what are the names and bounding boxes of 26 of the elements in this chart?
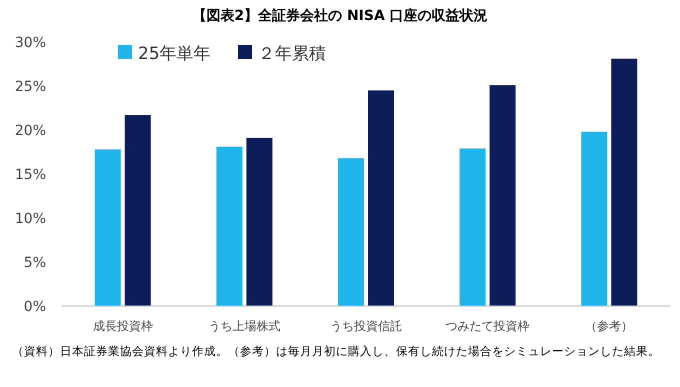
bar [246, 138, 272, 306]
legend-label: ２年累積 [258, 44, 326, 64]
x-tick-label: （参考） [585, 319, 634, 333]
y-tick-label: 5% [24, 255, 46, 271]
bar [460, 148, 486, 306]
y-tick-label: 30% [14, 35, 46, 51]
y-tick-label: 10% [14, 211, 46, 227]
y-tick-label: 25% [14, 79, 46, 95]
legend-label: 25年単年 [138, 44, 211, 64]
bar [581, 132, 608, 306]
chart-title: 【図表2】全証券会社の NISA 口座の収益状況 [192, 7, 488, 24]
x-tick-label: うち投資信託 [330, 319, 402, 333]
bar [216, 146, 242, 306]
x-tick-label: 成長投資枠 [92, 319, 153, 333]
x-tick-label: うち上場株式 [208, 319, 280, 333]
y-tick-label: 0% [24, 299, 46, 315]
text: （資料）日本証券業協会資料より作成。（参考）は毎月月初に購入し、保有し続けた場合をシミュレーションした結果。 [12, 344, 660, 358]
bar [611, 58, 638, 306]
y-tick-label: 15% [14, 167, 46, 183]
x-tick-label: つみたて投資枠 [446, 319, 530, 333]
bar [94, 149, 121, 306]
bar [368, 90, 394, 306]
bar [490, 85, 516, 306]
y-tick-label: 20% [14, 123, 46, 139]
bar [124, 115, 151, 306]
bar [338, 158, 364, 306]
